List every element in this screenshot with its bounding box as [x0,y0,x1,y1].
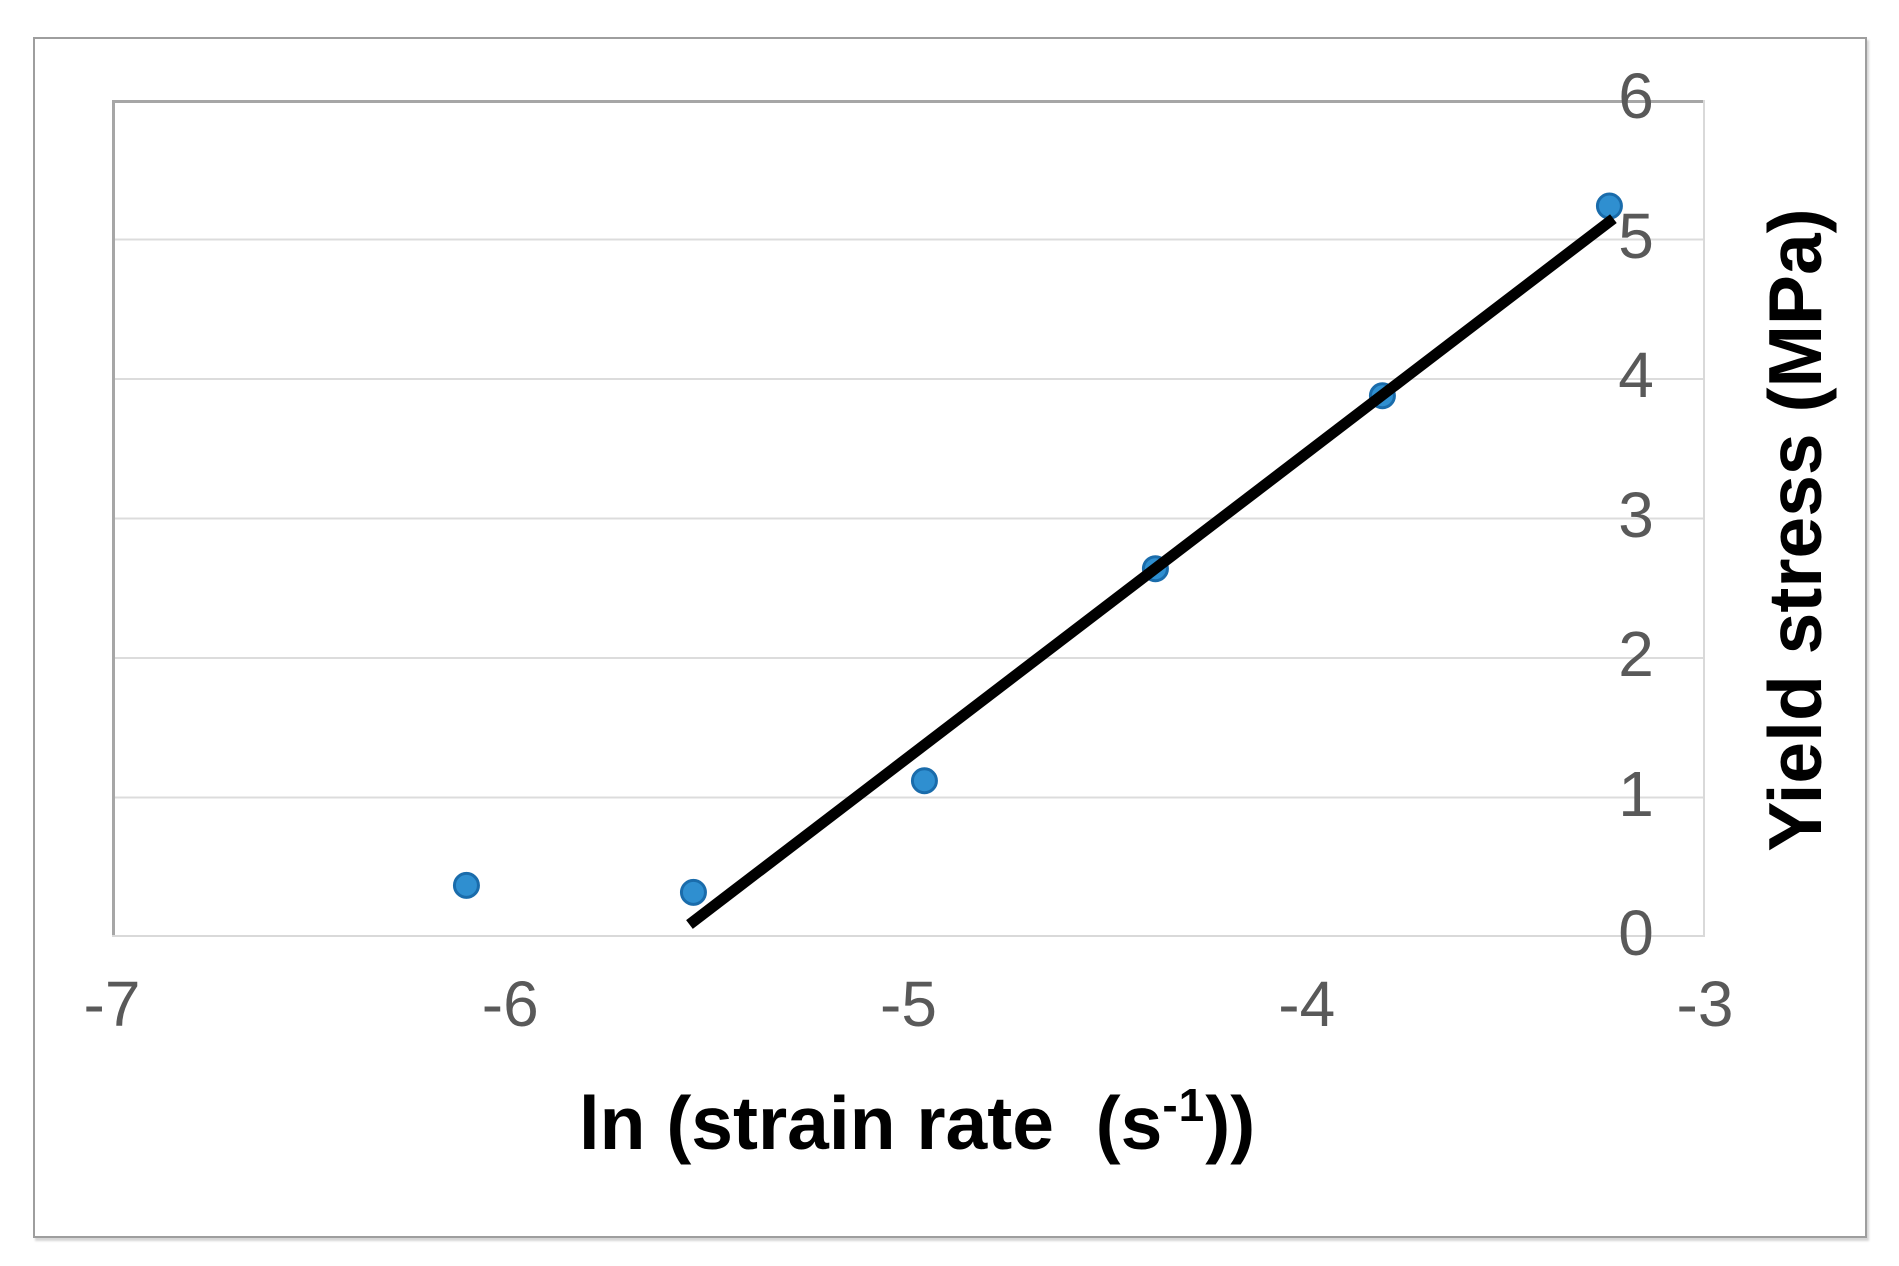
x-axis-title-suffix: )) [1205,1081,1256,1165]
data-point-marker [910,767,938,795]
x-axis-title-superscript: -1 [1162,1079,1206,1131]
y-axis-title: Yield stress (MPa) [1753,208,1837,852]
x-tick-label: -7 [83,968,141,1040]
y-tick-label: 5 [1618,199,1654,272]
y-tick-label: 0 [1618,897,1654,969]
x-tick-label: -5 [880,968,937,1040]
data-point-marker [679,878,707,906]
x-tick-label: -4 [1278,968,1336,1040]
figure-border [33,37,1867,1238]
trendline [686,214,1617,929]
y-tick-label: 1 [1618,757,1654,830]
x-tick-label: -3 [1676,968,1734,1040]
x-axis-title: ln (strain rate (s-1)) [579,1062,1255,1166]
plot-area [112,100,1705,937]
y-tick-label: 4 [1618,339,1654,411]
y-tick-label: 6 [1618,60,1654,132]
y-tick-label: 2 [1618,618,1654,690]
y-tick-label: 3 [1618,478,1654,551]
x-tick-label: -6 [481,968,539,1040]
x-axis-title-text: ln (strain rate (s [578,1081,1163,1165]
data-point-marker [452,871,480,899]
